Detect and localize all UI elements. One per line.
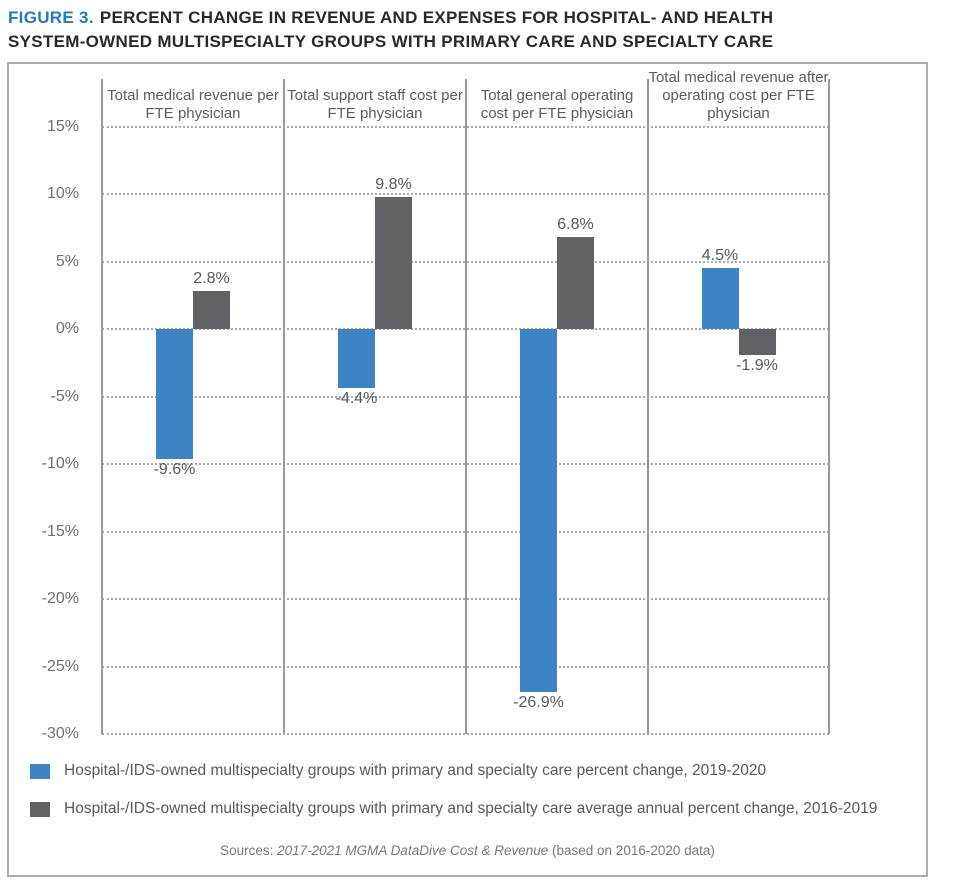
y-tick-label--30%: -30% bbox=[41, 725, 79, 742]
column-separator-4 bbox=[828, 79, 830, 734]
bar-value-label-group4-2019-2020: 4.5% bbox=[701, 247, 739, 265]
y-tick-label--5%: -5% bbox=[50, 387, 79, 405]
sources-suffix: (based on 2016-2020 data) bbox=[548, 843, 715, 858]
y-tick-label--15%: -15% bbox=[41, 522, 79, 540]
column-header-1: Total medical revenue per FTE physician bbox=[107, 87, 279, 122]
title-line-2: SYSTEM-OWNED MULTISPECIALTY GROUPS WITH … bbox=[8, 32, 774, 51]
bar-group3-2019-2020 bbox=[520, 329, 557, 693]
sources-prefix: Sources: bbox=[220, 843, 278, 858]
y-axis-line bbox=[101, 79, 103, 734]
figure-title: FIGURE 3. PERCENT CHANGE IN REVENUE AND E… bbox=[8, 6, 773, 54]
bar-group1-2019-2020 bbox=[156, 329, 193, 459]
y-tick-label-5%: 5% bbox=[55, 252, 79, 270]
y-tick-label--25%: -25% bbox=[41, 657, 79, 675]
y-tick-label--20%: -20% bbox=[41, 590, 79, 607]
bar-group2-2019-2020 bbox=[338, 329, 375, 389]
column-separator-1 bbox=[283, 79, 285, 734]
legend-item-2016-2019: Hospital-/IDS-owned multispecialty group… bbox=[30, 800, 877, 818]
legend-swatch-blue bbox=[30, 763, 50, 779]
legend-label-2016-2019: Hospital-/IDS-owned multispecialty group… bbox=[64, 800, 878, 817]
figure-label: FIGURE 3. bbox=[8, 8, 94, 27]
bar-value-label-group2-2016-2019: 9.8% bbox=[375, 175, 412, 193]
bar-value-label-group3-2019-2020: -26.9% bbox=[513, 694, 564, 712]
sources-note: Sources: 2017-2021 MGMA DataDive Cost & … bbox=[9, 843, 926, 858]
bar-group3-2016-2019 bbox=[557, 237, 594, 329]
sources-citation: 2017-2021 MGMA DataDive Cost & Revenue bbox=[277, 843, 549, 858]
bar-value-label-group3-2016-2019: 6.8% bbox=[557, 216, 594, 234]
bar-group4-2019-2020 bbox=[701, 268, 739, 329]
bar-value-label-group1-2016-2019: 2.8% bbox=[193, 270, 230, 288]
column-header-3: Total general operating cost per FTE phy… bbox=[480, 87, 634, 122]
legend-swatch-gray bbox=[30, 801, 50, 817]
bar-group1-2016-2019 bbox=[193, 291, 230, 329]
column-separator-2 bbox=[465, 79, 467, 734]
bar-value-label-group2-2019-2020: -4.4% bbox=[335, 390, 378, 408]
chart-frame: 15% 10% 5% 0% -5% -10% -15% -20% -25% -30% Total m… bbox=[7, 62, 928, 877]
bar-group2-2016-2019 bbox=[375, 196, 412, 329]
y-tick-label-10%: 10% bbox=[46, 185, 79, 202]
bar-value-label-group1-2019-2020: -9.6% bbox=[153, 460, 196, 478]
column-header-2: Total support staff cost per FTE physici… bbox=[287, 87, 463, 122]
gridline--30% bbox=[102, 733, 829, 735]
bar-value-label-group4-2016-2019: -1.9% bbox=[736, 356, 778, 374]
y-tick-label-0%: 0% bbox=[55, 320, 79, 337]
legend-label-2019-2020: Hospital-/IDS-owned multispecialty group… bbox=[64, 762, 767, 779]
column-header-4: Total medical revenue after operating co… bbox=[648, 69, 829, 122]
title-line-1: PERCENT CHANGE IN REVENUE AND EXPENSES F… bbox=[99, 8, 774, 27]
bar-group4-2016-2019 bbox=[738, 329, 776, 355]
legend-item-2019-2020: Hospital-/IDS-owned multispecialty group… bbox=[30, 762, 766, 780]
y-tick-label--10%: -10% bbox=[41, 455, 79, 472]
column-separator-3 bbox=[647, 79, 649, 734]
y-tick-label-15%: 15% bbox=[46, 117, 79, 135]
